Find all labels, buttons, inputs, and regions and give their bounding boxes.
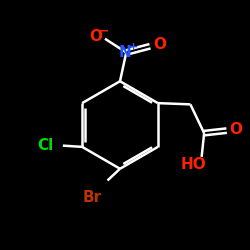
Text: +: + xyxy=(128,42,138,52)
Text: O: O xyxy=(90,29,103,44)
Text: O: O xyxy=(230,122,243,137)
Text: N: N xyxy=(119,45,132,60)
Text: HO: HO xyxy=(181,157,206,172)
Text: Br: Br xyxy=(83,190,102,205)
Text: O: O xyxy=(153,38,166,52)
Text: −: − xyxy=(98,24,109,37)
Text: Cl: Cl xyxy=(38,138,54,152)
